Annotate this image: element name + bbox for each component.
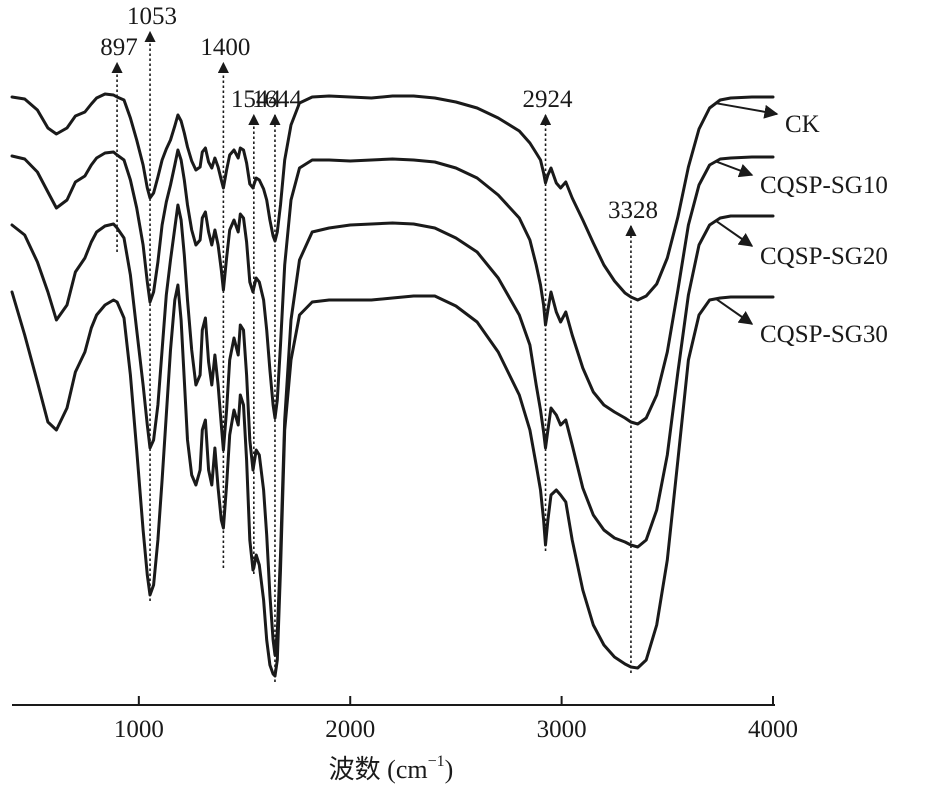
series-label-cqsp-sg30: CQSP-SG30	[760, 321, 888, 348]
series-label-arrow	[715, 160, 754, 178]
peak-label-3328: 3328	[608, 197, 658, 224]
series-label-arrow	[715, 297, 754, 325]
series-label-cqsp-sg10: CQSP-SG10	[760, 172, 888, 199]
x-tick-label: 3000	[537, 716, 587, 743]
x-axis: 1000 2000 3000 4000	[12, 696, 798, 743]
series-lines	[10, 92, 775, 678]
series-line-cqsp-sg30	[10, 283, 775, 678]
peak-label-1400: 1400	[200, 34, 250, 61]
x-tick-label: 4000	[748, 716, 798, 743]
x-tick-label: 2000	[325, 716, 375, 743]
series-line-cqsp-sg20	[10, 203, 775, 657]
series-line-cqsp-sg10	[10, 148, 775, 426]
peak-label-2924: 2924	[523, 86, 574, 113]
series-label-arrow	[715, 102, 779, 119]
series-labels: CK CQSP-SG10 CQSP-SG20 CQSP-SG30	[715, 102, 888, 348]
series-line-ck	[10, 92, 775, 302]
peak-label-897: 897	[100, 34, 138, 61]
series-label-arrow	[715, 219, 754, 247]
peak-label-1644: 1644	[252, 86, 303, 113]
peak-label-1544: 1544	[231, 86, 282, 113]
peak-annotation-lines	[111, 30, 637, 682]
peak-label-1053: 1053	[127, 3, 177, 30]
series-label-cqsp-sg20: CQSP-SG20	[760, 243, 888, 270]
x-axis-title: 波数 (cm−1)	[329, 753, 454, 784]
series-label-ck: CK	[785, 111, 820, 138]
x-tick-label: 1000	[114, 716, 164, 743]
